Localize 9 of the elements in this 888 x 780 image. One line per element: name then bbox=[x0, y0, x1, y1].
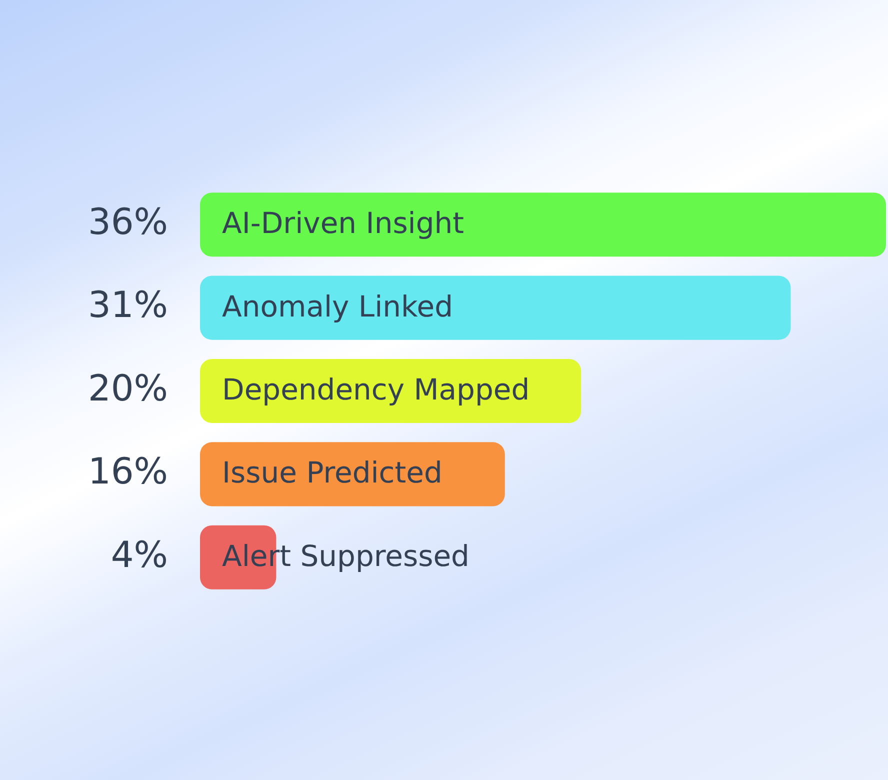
data-label: 16% bbox=[88, 452, 168, 493]
y-tick-label: Dependency Mapped bbox=[222, 372, 530, 407]
y-tick-label: Anomaly Linked bbox=[222, 289, 454, 324]
y-tick-label: Issue Predicted bbox=[222, 456, 442, 490]
data-label: 20% bbox=[88, 368, 168, 410]
y-tick-label: AI-Driven Insight bbox=[222, 206, 464, 240]
data-label: 36% bbox=[88, 202, 168, 243]
data-label: 31% bbox=[88, 285, 168, 326]
data-label: 4% bbox=[110, 534, 168, 576]
